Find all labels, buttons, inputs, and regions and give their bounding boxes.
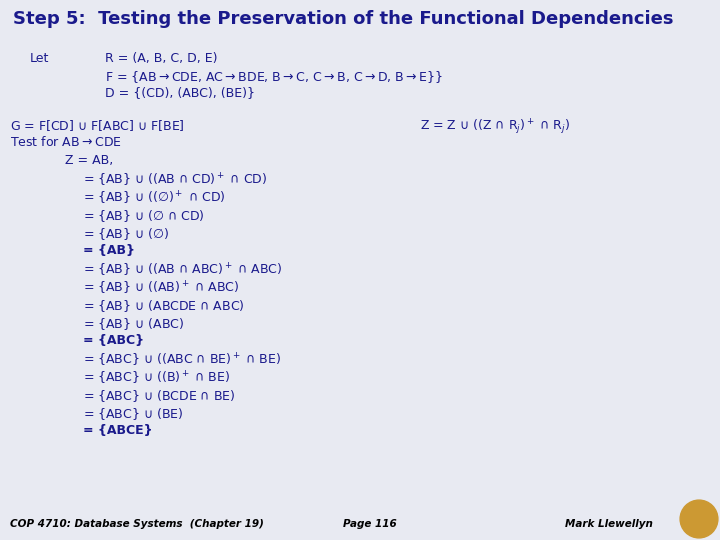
Text: = {ABC} $\cup$ ((B)$^+$ $\cap$ BE): = {ABC} $\cup$ ((B)$^+$ $\cap$ BE) [83, 370, 230, 387]
Text: = {AB} $\cup$ (ABC): = {AB} $\cup$ (ABC) [83, 316, 184, 332]
Text: G = F[CD] $\cup$ F[ABC] $\cup$ F[BE]: G = F[CD] $\cup$ F[ABC] $\cup$ F[BE] [10, 118, 185, 133]
Text: = {ABC} $\cup$ ((ABC $\cap$ BE)$^+$ $\cap$ BE): = {ABC} $\cup$ ((ABC $\cap$ BE)$^+$ $\ca… [83, 352, 281, 369]
Text: = {AB} $\cup$ ((AB)$^+$ $\cap$ ABC): = {AB} $\cup$ ((AB)$^+$ $\cap$ ABC) [83, 280, 239, 297]
Text: Z = Z $\cup$ ((Z $\cap$ R$_j$)$^+$ $\cap$ R$_j$): Z = Z $\cup$ ((Z $\cap$ R$_j$)$^+$ $\cap… [420, 118, 570, 137]
Text: = {AB} $\cup$ (($\emptyset$)$^+$ $\cap$ CD): = {AB} $\cup$ (($\emptyset$)$^+$ $\cap$ … [83, 190, 225, 207]
Text: Z = AB,: Z = AB, [65, 154, 113, 167]
Text: = {ABCE}: = {ABCE} [83, 424, 153, 437]
Text: Page 116: Page 116 [343, 519, 397, 529]
Text: = {AB} $\cup$ ($\emptyset$ $\cap$ CD): = {AB} $\cup$ ($\emptyset$ $\cap$ CD) [83, 208, 204, 224]
Text: = {AB} $\cup$ ((AB $\cap$ CD)$^+$ $\cap$ CD): = {AB} $\cup$ ((AB $\cap$ CD)$^+$ $\cap$… [83, 172, 267, 189]
Text: = {AB} $\cup$ ($\emptyset$): = {AB} $\cup$ ($\emptyset$) [83, 226, 169, 242]
Text: D = {(CD), (ABC), (BE)}: D = {(CD), (ABC), (BE)} [105, 86, 255, 99]
Text: Step 5:  Testing the Preservation of the Functional Dependencies: Step 5: Testing the Preservation of the … [13, 10, 673, 28]
Text: Mark Llewellyn: Mark Llewellyn [565, 519, 653, 529]
Text: = {ABC} $\cup$ (BCDE $\cap$ BE): = {ABC} $\cup$ (BCDE $\cap$ BE) [83, 388, 235, 404]
Text: F = {AB$\rightarrow$CDE, AC$\rightarrow$BDE, B$\rightarrow$C, C$\rightarrow$B, C: F = {AB$\rightarrow$CDE, AC$\rightarrow$… [105, 69, 443, 85]
Text: R = (A, B, C, D, E): R = (A, B, C, D, E) [105, 52, 217, 65]
Text: = {AB} $\cup$ (ABCDE $\cap$ ABC): = {AB} $\cup$ (ABCDE $\cap$ ABC) [83, 298, 245, 314]
Circle shape [680, 500, 718, 538]
Text: = {AB}: = {AB} [83, 244, 135, 257]
Text: = {ABC}: = {ABC} [83, 334, 144, 347]
Text: = {AB} $\cup$ ((AB $\cap$ ABC)$^+$ $\cap$ ABC): = {AB} $\cup$ ((AB $\cap$ ABC)$^+$ $\cap… [83, 262, 282, 279]
Text: Test for AB$\rightarrow$CDE: Test for AB$\rightarrow$CDE [10, 135, 122, 149]
Text: COP 4710: Database Systems  (Chapter 19): COP 4710: Database Systems (Chapter 19) [10, 519, 264, 529]
Text: = {ABC} $\cup$ (BE): = {ABC} $\cup$ (BE) [83, 406, 184, 422]
Text: Let: Let [30, 52, 50, 65]
